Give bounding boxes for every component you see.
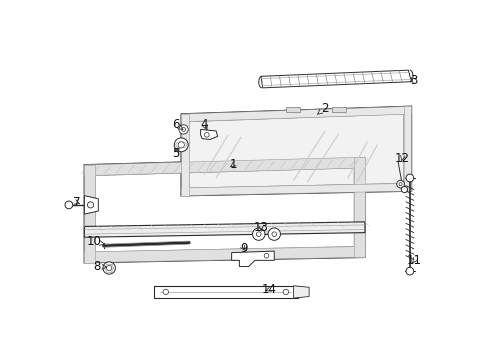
Polygon shape: [181, 183, 410, 195]
Circle shape: [181, 127, 185, 131]
Circle shape: [179, 125, 188, 134]
Text: 2: 2: [317, 102, 328, 115]
Polygon shape: [181, 114, 189, 195]
Text: 7: 7: [73, 196, 80, 209]
Text: 5: 5: [172, 147, 179, 160]
Polygon shape: [84, 222, 364, 237]
Text: 14: 14: [261, 283, 276, 296]
Polygon shape: [293, 286, 308, 298]
Bar: [332, 107, 346, 112]
Text: 9: 9: [240, 242, 247, 255]
Text: 12: 12: [394, 152, 409, 165]
Circle shape: [283, 289, 288, 294]
Circle shape: [401, 186, 407, 193]
Polygon shape: [84, 247, 364, 263]
Circle shape: [106, 265, 112, 271]
Text: 10: 10: [86, 235, 104, 248]
Polygon shape: [353, 157, 364, 257]
Text: 4: 4: [201, 118, 208, 131]
Circle shape: [103, 262, 115, 274]
Text: 8: 8: [93, 260, 106, 273]
Polygon shape: [84, 157, 364, 263]
Polygon shape: [189, 114, 403, 188]
Circle shape: [252, 228, 264, 240]
Circle shape: [174, 138, 188, 152]
Text: 13: 13: [253, 221, 268, 234]
Polygon shape: [231, 251, 274, 266]
Circle shape: [264, 253, 268, 258]
Polygon shape: [84, 195, 98, 214]
Polygon shape: [200, 130, 217, 139]
Polygon shape: [403, 106, 410, 191]
Circle shape: [87, 202, 94, 208]
Circle shape: [396, 180, 404, 188]
Circle shape: [405, 174, 413, 182]
Circle shape: [163, 289, 168, 294]
Circle shape: [271, 232, 276, 237]
Bar: [154, 286, 297, 298]
Circle shape: [267, 228, 280, 240]
Bar: [285, 107, 299, 112]
Text: 3: 3: [409, 74, 417, 87]
Circle shape: [256, 232, 261, 237]
Polygon shape: [261, 70, 410, 88]
Circle shape: [405, 267, 413, 275]
Polygon shape: [181, 106, 410, 122]
Circle shape: [178, 142, 184, 148]
Circle shape: [65, 201, 73, 209]
Polygon shape: [181, 106, 410, 195]
Text: 6: 6: [172, 118, 183, 131]
Text: 1: 1: [229, 158, 237, 171]
Circle shape: [398, 183, 401, 186]
Circle shape: [204, 132, 209, 137]
Polygon shape: [84, 165, 95, 263]
Text: 11: 11: [406, 254, 421, 267]
Polygon shape: [84, 157, 364, 176]
